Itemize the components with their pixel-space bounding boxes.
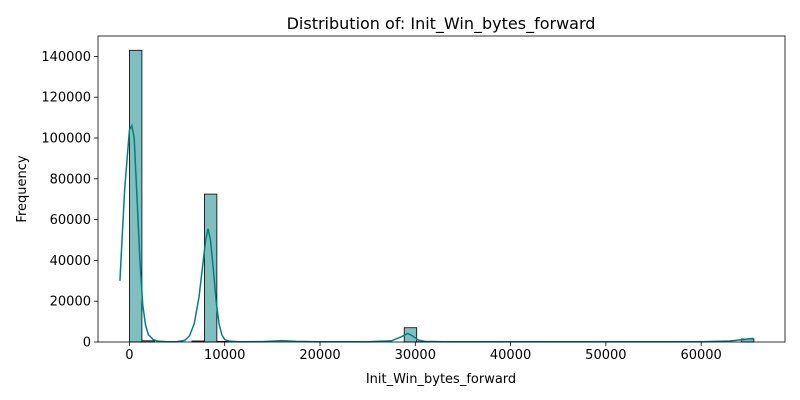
x-axis-label: Init_Win_bytes_forward	[366, 372, 516, 387]
histogram-bar	[203, 193, 218, 343]
y-tick-label: 40000	[50, 254, 91, 269]
y-tick-label: 120000	[41, 91, 91, 106]
x-tick-label: 10000	[204, 348, 245, 363]
y-tick-label: 100000	[41, 132, 91, 147]
x-tick-label: 40000	[490, 348, 531, 363]
x-tick-label: 50000	[585, 348, 626, 363]
y-axis-label: Frequency	[15, 155, 30, 222]
y-tick-label: 0	[83, 336, 91, 351]
y-axis-ticks: 0 20000 40000 60000 80000 100000 120000 140000	[41, 50, 98, 351]
x-tick-label: 60000	[680, 348, 721, 363]
y-tick-label: 140000	[41, 50, 91, 65]
plot-frame	[97, 35, 786, 343]
x-tick-label: 30000	[395, 348, 436, 363]
x-tick-label: 0	[125, 348, 133, 363]
histogram-bars	[129, 49, 755, 343]
y-tick-label: 80000	[50, 172, 91, 187]
y-tick-label: 60000	[50, 213, 91, 228]
histogram-bar	[129, 49, 143, 343]
x-tick-label: 20000	[299, 348, 340, 363]
chart-title: Distribution of: Init_Win_bytes_forward	[287, 14, 596, 34]
kde-curve	[119, 123, 754, 343]
x-axis-ticks: 0 10000 20000 30000 40000 50000 60000	[125, 342, 722, 363]
y-tick-label: 20000	[50, 295, 91, 310]
